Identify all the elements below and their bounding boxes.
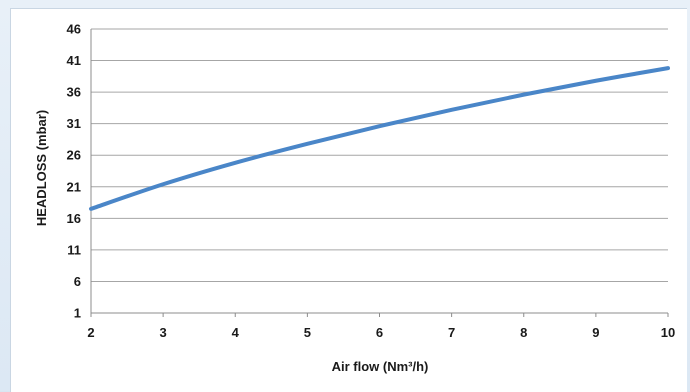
x-tick-label: 9 <box>592 325 599 340</box>
y-tick-label: 11 <box>67 242 81 257</box>
x-axis-title: Air flow (Nm³/h) <box>332 359 429 374</box>
series-group <box>89 66 670 211</box>
x-tick-label: 8 <box>520 325 527 340</box>
x-tick-label: 4 <box>232 325 240 340</box>
x-tick-label: 6 <box>376 325 383 340</box>
y-tick-label: 16 <box>67 211 81 226</box>
x-axis-ticks: 2 3 4 5 6 7 8 9 10 <box>87 313 675 340</box>
headloss-series-line <box>89 66 670 211</box>
y-tick-label: 41 <box>67 53 81 68</box>
y-tick-label: 36 <box>67 85 81 100</box>
y-tick-label: 31 <box>67 116 81 131</box>
y-tick-label: 1 <box>74 306 81 321</box>
x-tick-label: 10 <box>661 325 675 340</box>
y-tick-label: 26 <box>67 148 81 163</box>
grid-lines <box>90 28 668 314</box>
x-tick-label: 2 <box>87 325 94 340</box>
x-tick-label: 3 <box>160 325 167 340</box>
y-axis-title: HEADLOSS (mbar) <box>34 110 49 226</box>
y-tick-label: 46 <box>67 22 81 37</box>
x-tick-label: 7 <box>448 325 455 340</box>
x-tick-label: 5 <box>304 325 311 340</box>
y-tick-label: 6 <box>74 274 81 289</box>
chart-panel <box>10 8 687 392</box>
y-tick-label: 21 <box>67 179 81 194</box>
